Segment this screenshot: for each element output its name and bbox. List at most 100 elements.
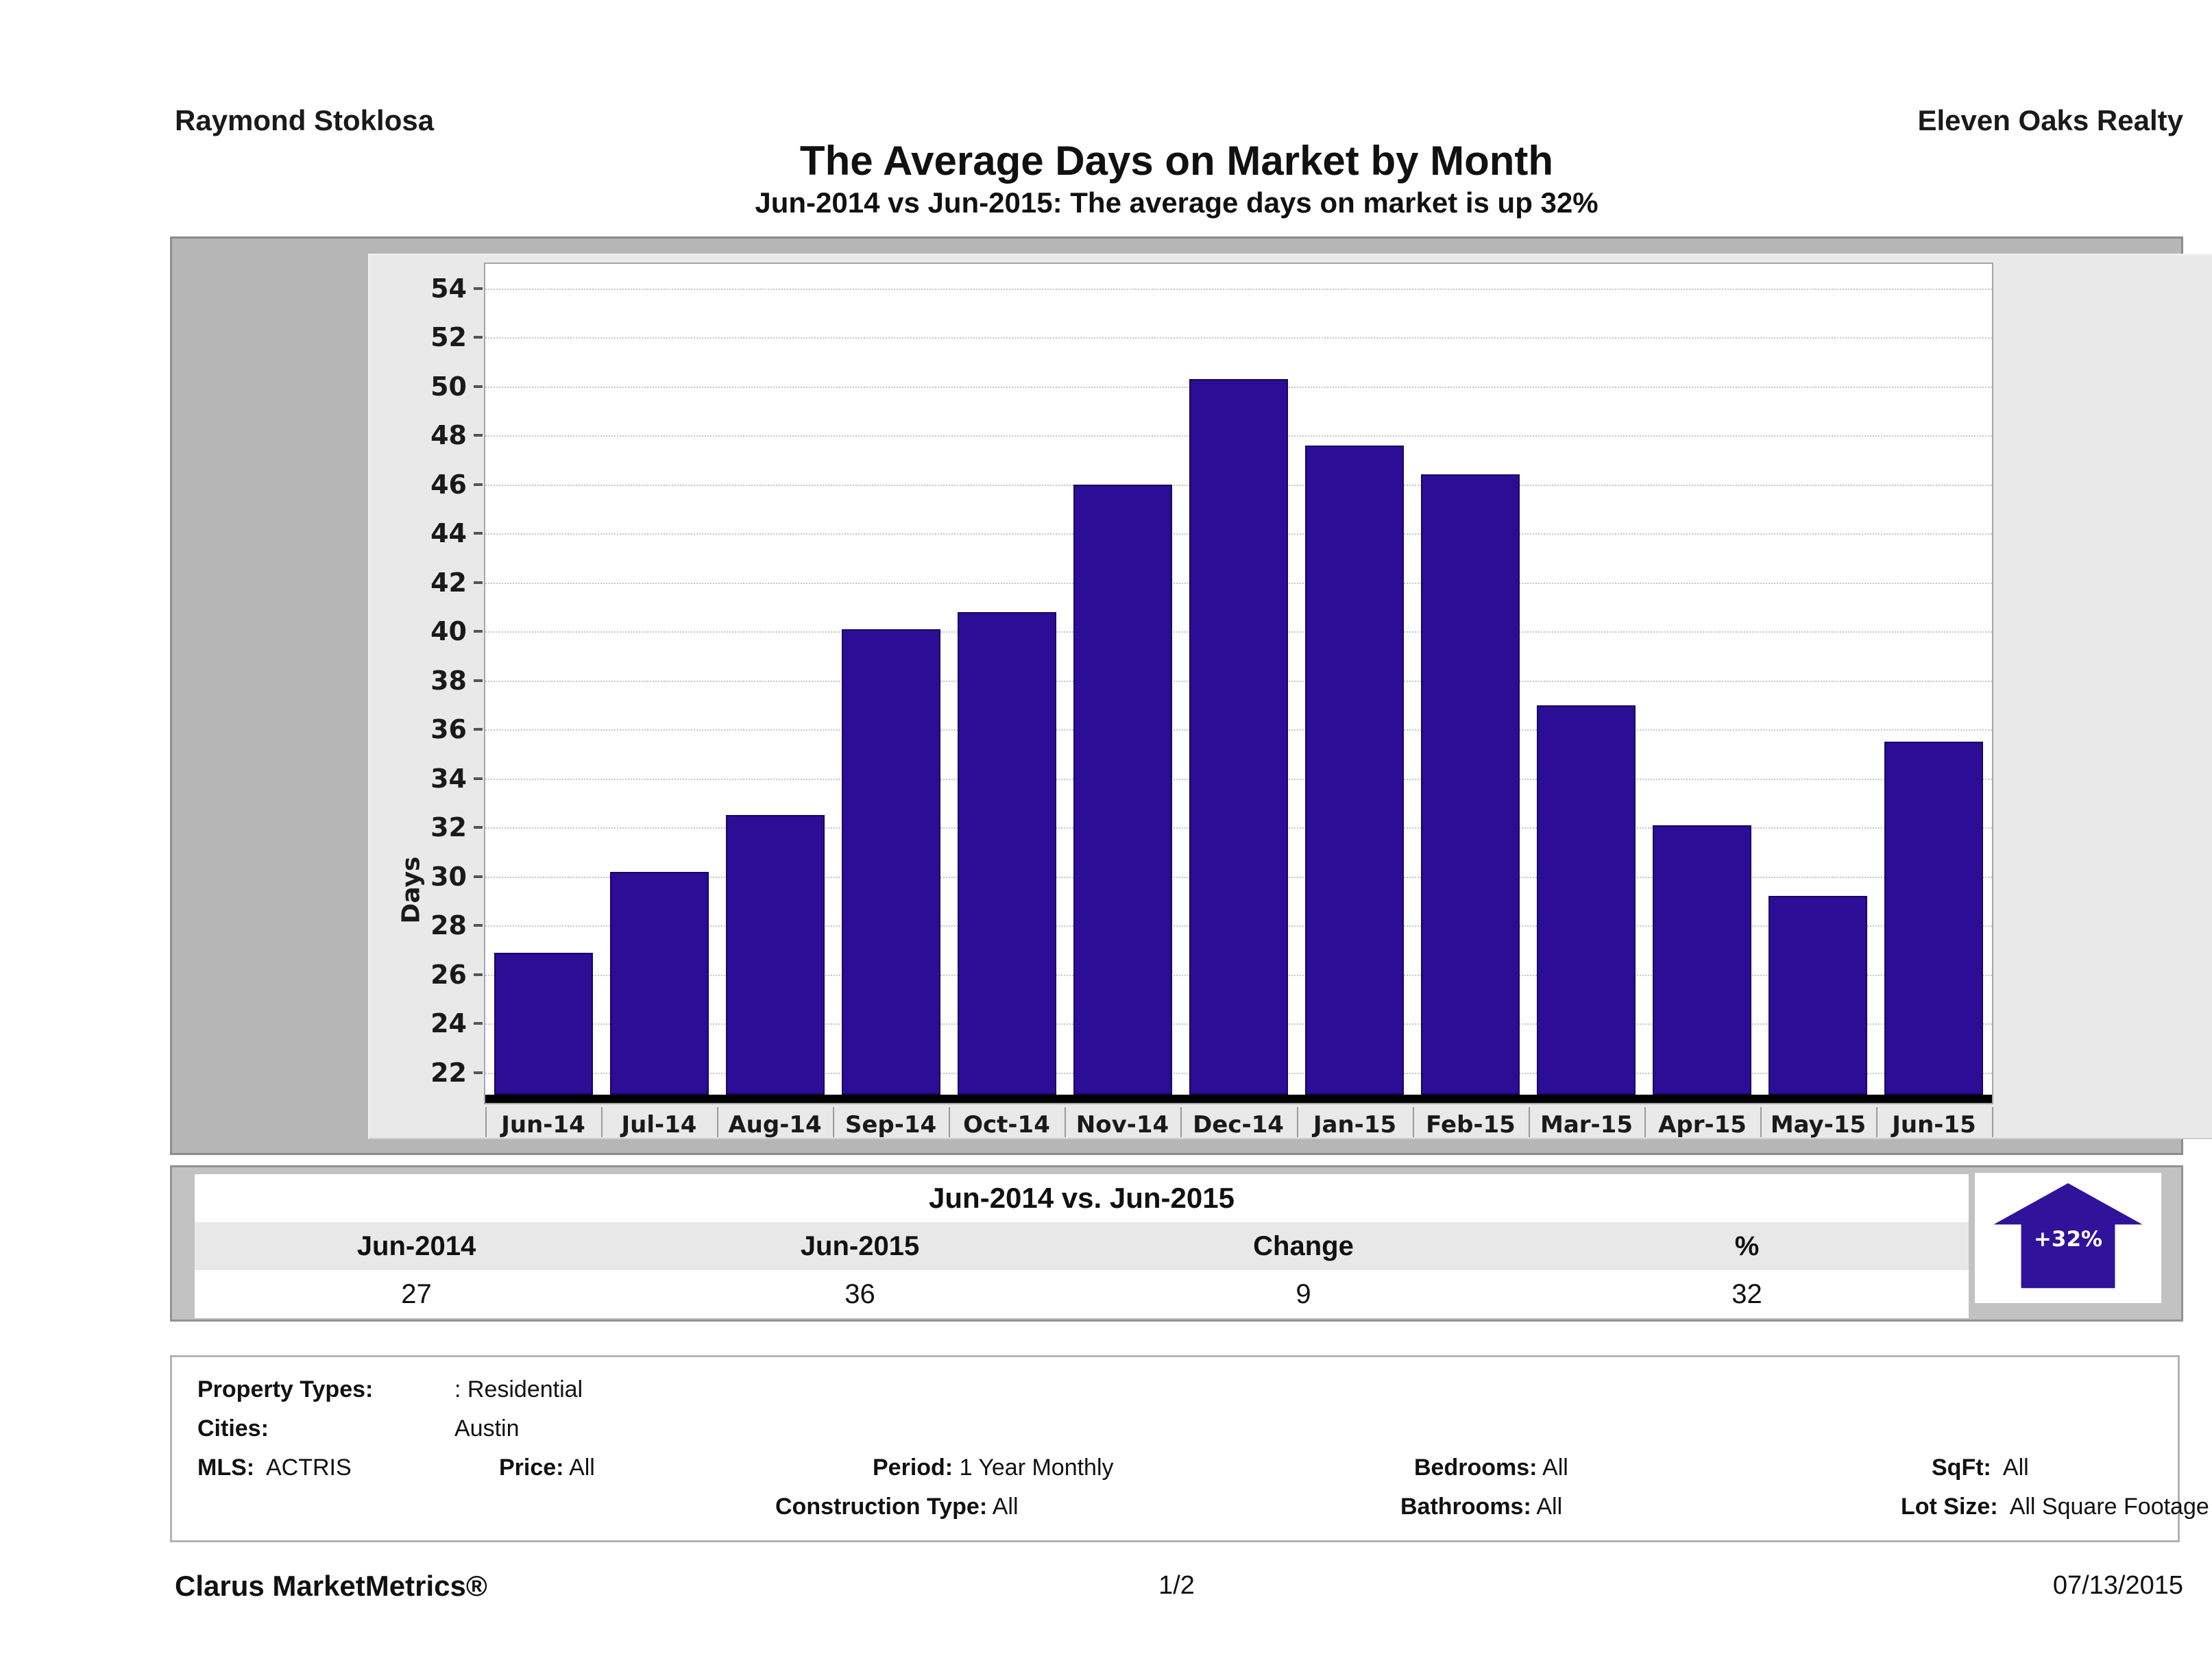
change-indicator-box: +32%: [1975, 1173, 2161, 1303]
x-tick-label-jul-14: Jul-14: [621, 1111, 697, 1139]
bar-aug-14: [726, 815, 825, 1095]
y-tick-label-38: 38: [430, 665, 467, 696]
footer-date: 07/13/2015: [2052, 1571, 2183, 1600]
report-title: The Average Days on Market by Month: [799, 138, 1554, 184]
y-tick-label-22: 22: [430, 1057, 467, 1088]
y-tick-label-26: 26: [430, 959, 467, 990]
sqft-value: All: [2002, 1455, 2029, 1481]
y-tick-label-40: 40: [430, 616, 467, 647]
x-tick-separator: [1413, 1107, 1414, 1137]
criteria-row-property-types: Property Types: : Residential: [172, 1375, 2178, 1404]
y-tick-mark-40: [474, 630, 483, 633]
x-axis-line: [485, 1095, 1992, 1103]
bathrooms-pair: Bathrooms: All: [1400, 1492, 1562, 1521]
y-tick-mark-30: [474, 875, 483, 878]
x-tick-label-mar-15: Mar-15: [1540, 1111, 1633, 1139]
construction-value: All: [992, 1494, 1019, 1520]
x-tick-separator: [717, 1107, 718, 1137]
summary-value-2: 9: [1296, 1279, 1311, 1309]
y-tick-label-46: 46: [430, 469, 467, 500]
y-tick-label-52: 52: [430, 322, 467, 353]
bar-jul-14: [610, 872, 709, 1095]
x-tick-label-jun-14: Jun-14: [501, 1111, 585, 1139]
y-tick-mark-26: [474, 973, 483, 976]
x-tick-label-aug-14: Aug-14: [728, 1111, 822, 1139]
y-tick-label-50: 50: [430, 371, 467, 402]
x-tick-label-dec-14: Dec-14: [1193, 1111, 1284, 1139]
construction-pair: Construction Type: All: [775, 1492, 1019, 1521]
y-tick-mark-50: [474, 385, 483, 388]
x-tick-label-oct-14: Oct-14: [963, 1111, 1050, 1139]
criteria-box: Property Types: : Residential Cities: Au…: [170, 1355, 2209, 1542]
x-tick-label-feb-15: Feb-15: [1426, 1111, 1516, 1139]
summary-title: Jun-2014 vs. Jun-2015: [195, 1174, 1969, 1222]
y-tick-label-30: 30: [430, 861, 467, 892]
x-tick-separator: [1760, 1107, 1762, 1137]
x-tick-label-jan-15: Jan-15: [1313, 1111, 1397, 1139]
x-tick-separator: [1297, 1107, 1298, 1137]
bar-jun-15: [1884, 742, 1983, 1095]
bar-nov-14: [1073, 485, 1172, 1095]
x-tick-separator: [1065, 1107, 1066, 1137]
y-tick-mark-28: [474, 924, 483, 927]
x-tick-label-may-15: May-15: [1770, 1111, 1867, 1139]
bathrooms-label: Bathrooms:: [1400, 1494, 1531, 1520]
y-tick-label-44: 44: [430, 518, 467, 549]
x-tick-label-nov-14: Nov-14: [1075, 1111, 1169, 1139]
criteria-row-mls-price-period: MLS: ACTRIS Price: All Period: 1 Year Mo…: [172, 1453, 2178, 1482]
property-types-value: : Residential: [454, 1376, 583, 1402]
brokerage-name: Eleven Oaks Realty: [1917, 104, 2183, 136]
bar-jan-15: [1305, 446, 1404, 1095]
x-tick-label-jun-15: Jun-15: [1892, 1111, 1976, 1139]
x-tick-separator: [1876, 1107, 1877, 1137]
lot-label: Lot Size:: [1901, 1494, 1998, 1520]
bedrooms-label: Bedrooms:: [1414, 1455, 1538, 1481]
bar-oct-14: [958, 612, 1056, 1095]
y-tick-mark-38: [474, 679, 483, 682]
y-tick-mark-48: [474, 434, 483, 437]
summary-value-row: 27 36 9 32: [195, 1270, 1969, 1318]
agent-name: Raymond Stoklosa: [175, 104, 435, 136]
y-tick-label-54: 54: [430, 273, 467, 304]
y-tick-mark-34: [474, 777, 483, 780]
report-subtitle: Jun-2014 vs Jun-2015: The average days o…: [755, 186, 1599, 219]
footer-page-number: 1/2: [1158, 1571, 1195, 1600]
y-tick-mark-52: [474, 336, 483, 339]
x-tick-separator: [833, 1107, 834, 1137]
up-arrow-icon: +32%: [1993, 1183, 2143, 1289]
bar-sep-14: [842, 629, 940, 1095]
x-tick-separator: [601, 1107, 603, 1137]
gridline-54: [485, 288, 1992, 290]
x-tick-separator: [1644, 1107, 1646, 1137]
price-label: Price:: [499, 1455, 564, 1481]
summary-value-3: 32: [1731, 1279, 1762, 1309]
y-tick-label-48: 48: [430, 420, 467, 451]
construction-label: Construction Type:: [775, 1494, 988, 1520]
x-tick-separator: [485, 1107, 487, 1137]
plot-area: [484, 263, 1993, 1104]
x-tick-separator: [1992, 1107, 1993, 1137]
bar-dec-14: [1189, 379, 1288, 1095]
y-tick-mark-42: [474, 581, 483, 584]
chart-frame: Days 22 24 26 28 30 32 34 36 38 40 42 44 46 48 50 52 54 …: [170, 236, 2212, 1155]
period-value: 1 Year Monthly: [959, 1455, 1114, 1481]
bar-apr-15: [1653, 825, 1751, 1095]
summary-header-change: Change: [1253, 1231, 1354, 1261]
change-badge: +32%: [2033, 1226, 2103, 1252]
cities-label: Cities:: [197, 1415, 269, 1442]
criteria-row-construction-bathrooms-lot: Construction Type: All Bathrooms: All Lo…: [172, 1492, 2209, 1521]
mls-label: MLS:: [197, 1455, 255, 1481]
y-tick-label-32: 32: [430, 812, 467, 843]
summary-value-0: 27: [401, 1279, 432, 1309]
x-tick-label-sep-14: Sep-14: [844, 1111, 937, 1139]
summary-header--: %: [1734, 1231, 1760, 1261]
x-tick-label-apr-15: Apr-15: [1658, 1111, 1747, 1139]
sqft-pair: SqFt: All: [1932, 1453, 2029, 1482]
lot-pair: Lot Size: All Square Footage: [1901, 1492, 2209, 1521]
bedrooms-pair: Bedrooms: All: [1414, 1453, 1568, 1482]
summary-header-jun-2015: Jun-2015: [800, 1231, 920, 1261]
y-tick-mark-22: [474, 1071, 483, 1074]
x-axis-labels: Jun-14 Jul-14 Aug-14 Sep-14 Oct-14 Nov-14 Dec-…: [484, 1106, 1993, 1144]
period-label: Period:: [873, 1455, 953, 1481]
y-tick-label-34: 34: [430, 763, 467, 794]
